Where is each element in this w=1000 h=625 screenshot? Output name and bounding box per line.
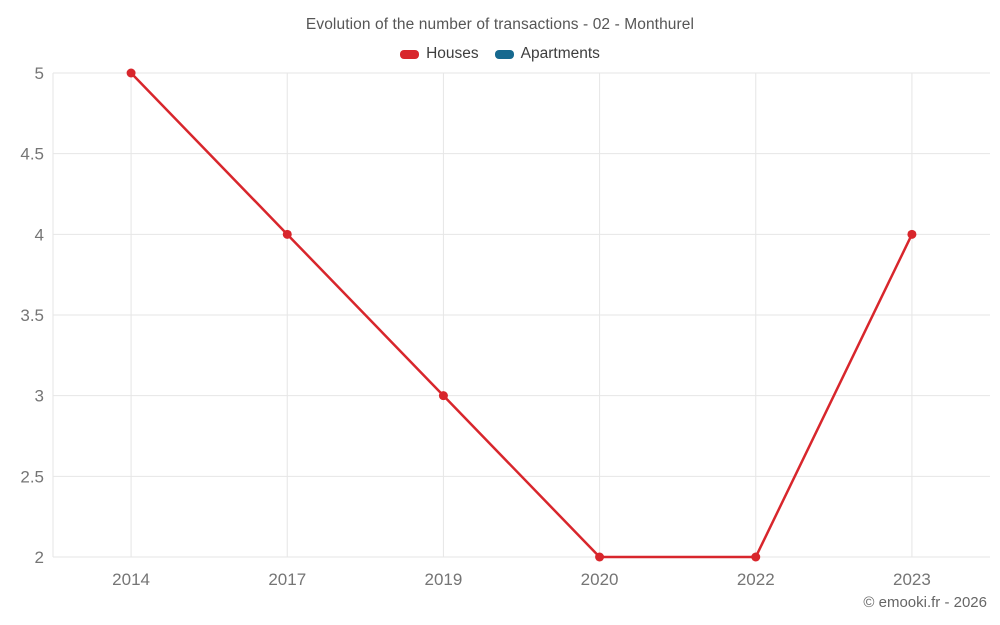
data-point-houses-2017[interactable]	[282, 229, 292, 239]
data-point-houses-2022[interactable]	[751, 552, 761, 562]
series-line-houses	[129, 71, 914, 559]
y-axis-tick-label: 4.5	[20, 145, 44, 164]
x-axis-tick-label: 2023	[893, 570, 931, 589]
y-axis-tick-label: 2	[35, 548, 44, 567]
data-point-houses-2023[interactable]	[907, 229, 917, 239]
y-axis-tick-label: 3.5	[20, 306, 44, 325]
y-axis-tick-label: 4	[35, 225, 44, 244]
x-axis-tick-label: 2019	[425, 570, 463, 589]
copyright-text: © emooki.fr - 2026	[863, 594, 987, 611]
legend-label-houses: Houses	[426, 45, 479, 62]
houses-series-swatch-icon	[400, 49, 420, 59]
y-axis-tick-label: 3	[35, 387, 44, 406]
data-point-houses-2020[interactable]	[595, 552, 605, 562]
y-axis-tick-label: 2.5	[20, 467, 44, 486]
legend-item-houses[interactable]: Houses	[400, 45, 479, 63]
x-axis-tick-label: 2014	[112, 570, 150, 589]
x-axis-tick-label: 2022	[737, 570, 775, 589]
chart-title: Evolution of the number of transactions …	[305, 16, 695, 33]
y-axis-tick-label: 5	[35, 64, 44, 83]
x-axis-tick-label: 2017	[268, 570, 306, 589]
apartments-series-swatch-icon	[494, 49, 514, 59]
chart-legend: Houses Apartments	[0, 45, 1000, 63]
legend-item-apartments[interactable]: Apartments	[494, 45, 600, 63]
x-axis-tick-label: 2020	[581, 570, 619, 589]
data-point-houses-2014[interactable]	[126, 68, 136, 78]
legend-label-apartments: Apartments	[520, 45, 600, 62]
data-point-houses-2019[interactable]	[438, 391, 448, 401]
